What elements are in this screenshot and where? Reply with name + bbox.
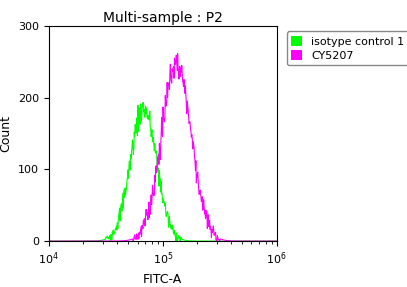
Legend: isotype control 1, CY5207: isotype control 1, CY5207 [287,31,407,65]
Title: Multi-sample : P2: Multi-sample : P2 [103,11,223,25]
X-axis label: FITC-A: FITC-A [143,273,182,286]
Y-axis label: Count: Count [0,115,13,152]
